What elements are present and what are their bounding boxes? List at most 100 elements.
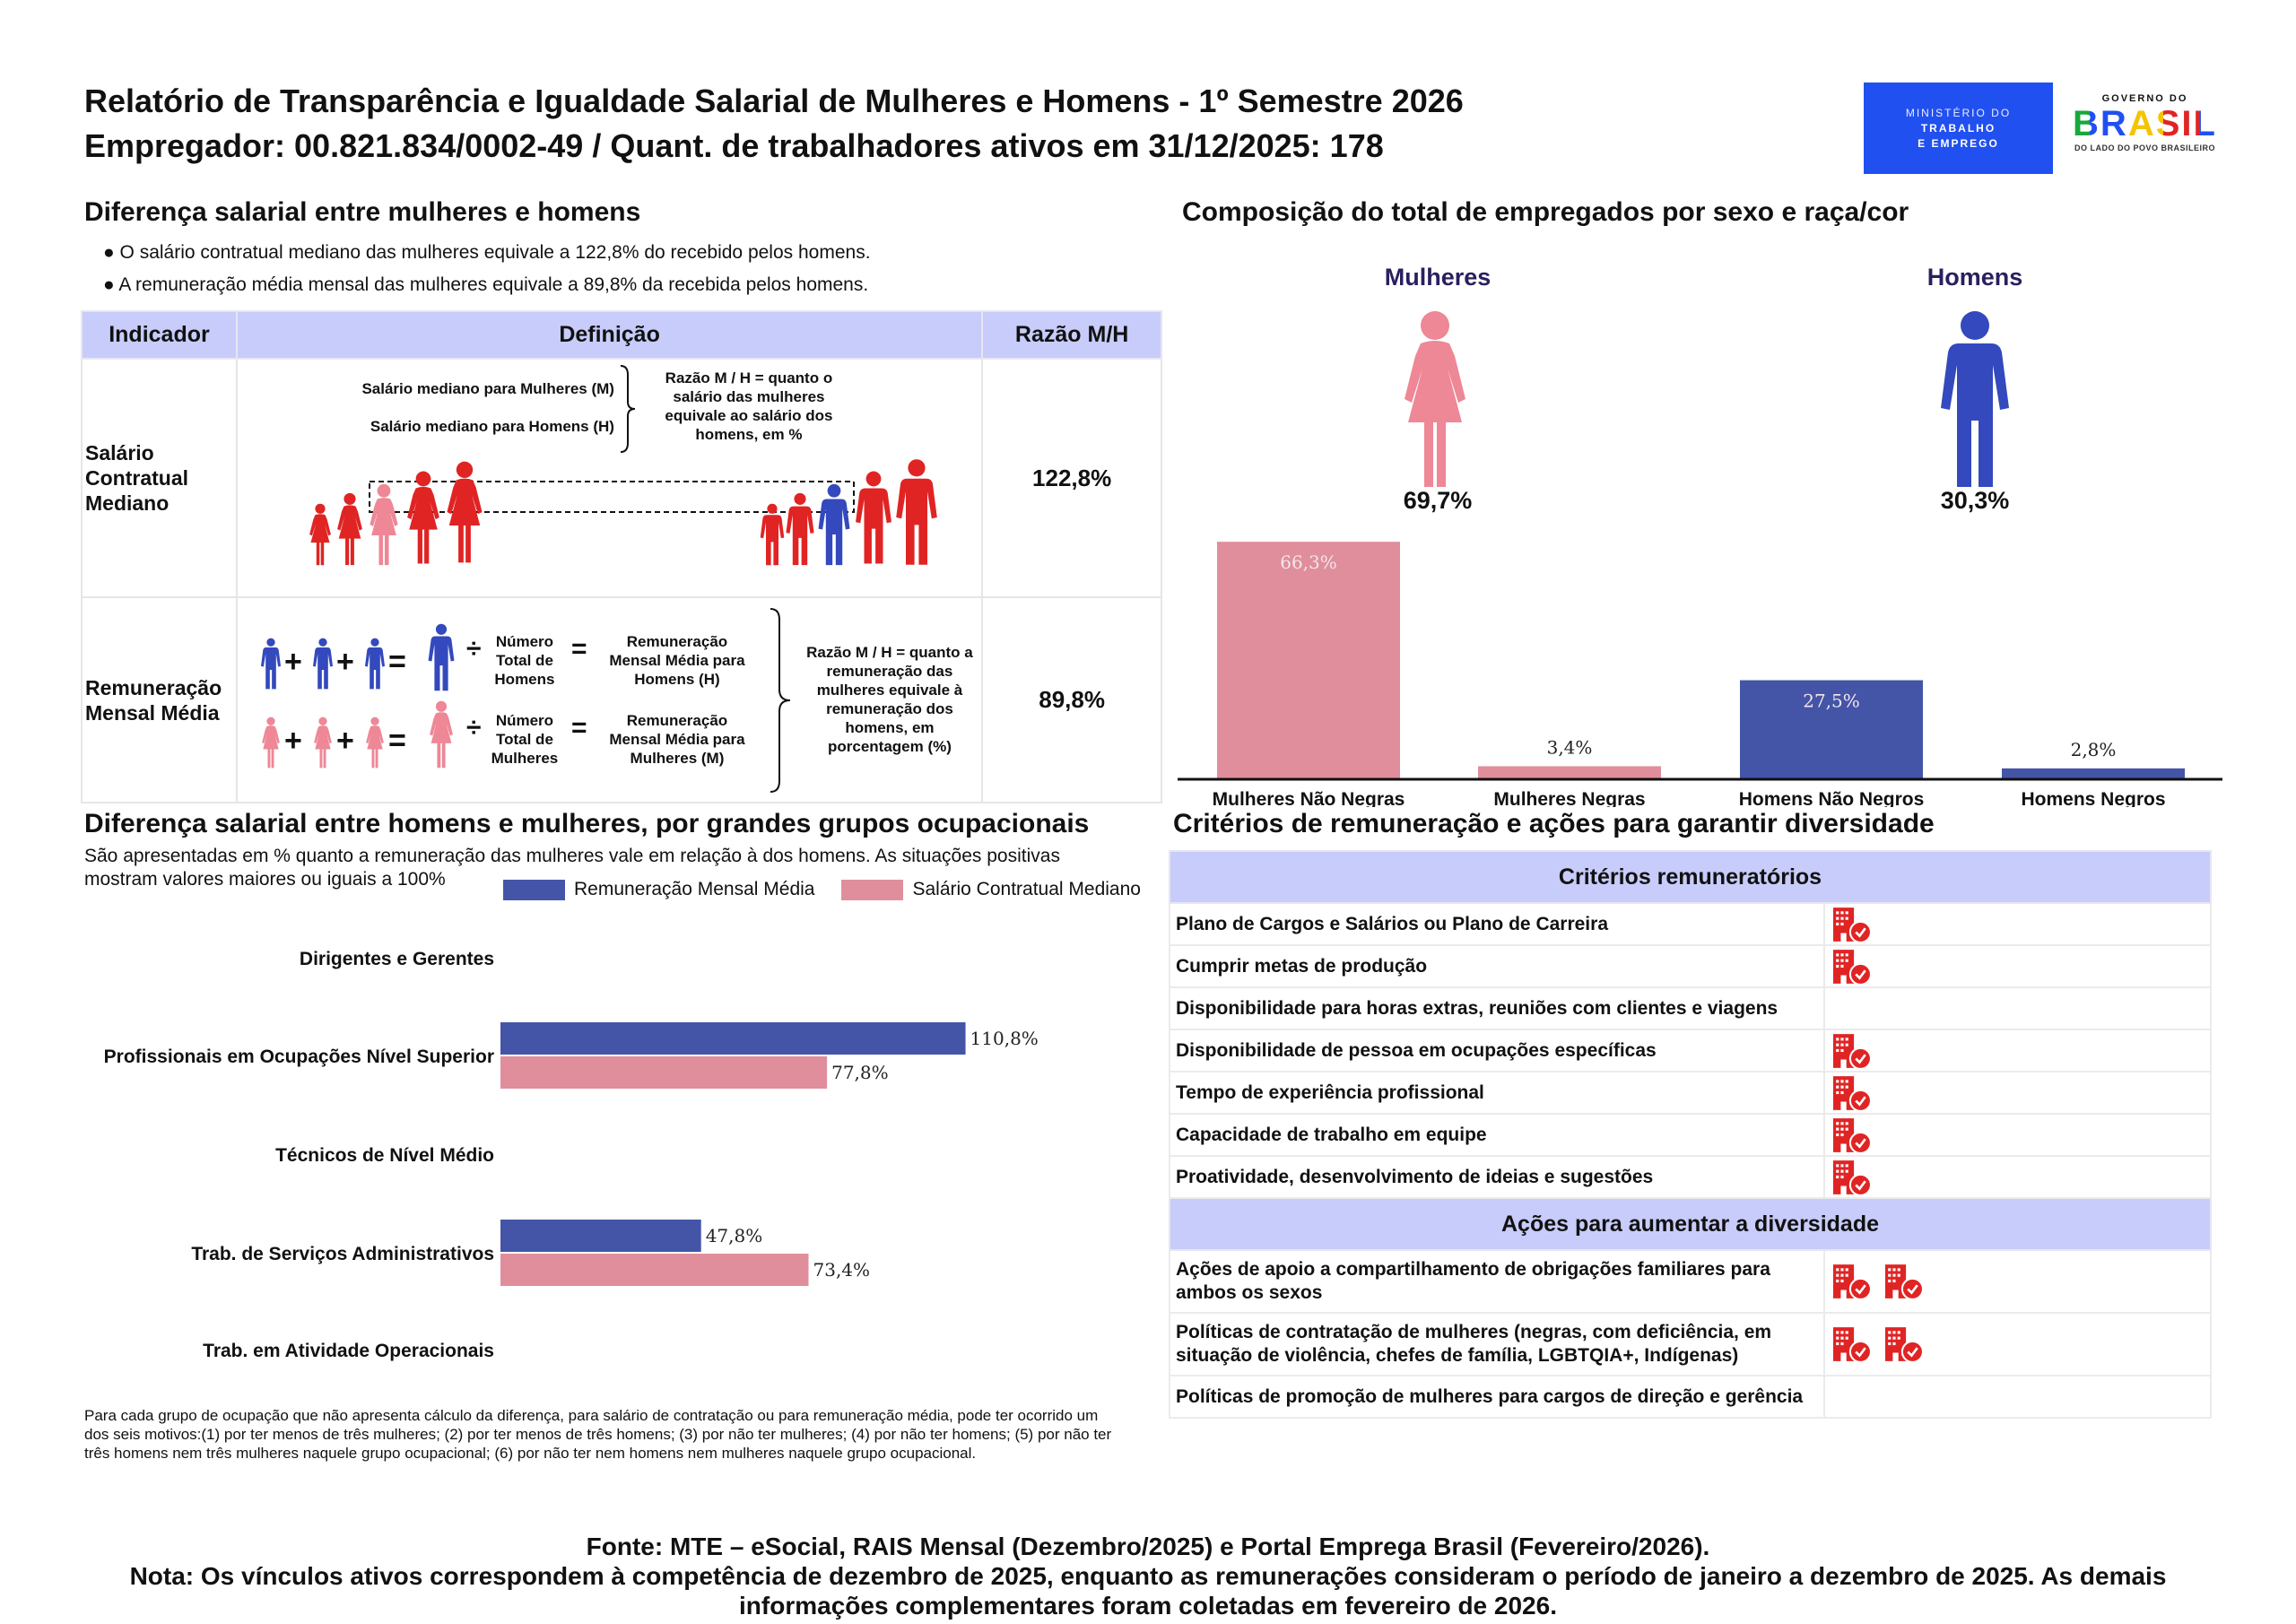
def-men: Salário mediano para Homens (H)	[370, 418, 614, 435]
building-check-icon	[1883, 1263, 1925, 1300]
criteria-row: Políticas de contratação de mulheres (ne…	[1169, 1312, 2212, 1376]
bar-3	[2002, 768, 2185, 778]
wage-gap-table: Indicador Definição Razão M/H Salário Co…	[81, 310, 1162, 803]
bar-value-label: 66,3%	[1280, 551, 1337, 573]
result-men: Remuneração Mensal Média para Homens (H)	[609, 633, 745, 688]
footer-source: Fonte: MTE – eSocial, RAIS Mensal (Dezem…	[586, 1533, 1710, 1560]
svg-text:+: +	[284, 645, 302, 679]
bar-0	[1217, 542, 1400, 778]
logo-bottom: DO LADO DO POVO BRASILEIRO	[2074, 143, 2215, 152]
bullet-mean: ● A remuneração média mensal das mulhere…	[103, 274, 869, 295]
divide-icon: ÷	[465, 634, 482, 664]
criteria-icons	[1823, 1071, 2212, 1115]
bar-remuneracao	[500, 1220, 701, 1252]
building-check-icon	[1831, 1325, 1873, 1363]
wage-gap-title: Diferença salarial entre mulheres e home…	[84, 197, 641, 227]
category-label: Mulheres Negras	[1493, 789, 1645, 807]
count-men: Número Total de Homens	[494, 633, 555, 688]
bar-value-label: 27,5%	[1803, 690, 1860, 712]
bar-value-label: 77,8%	[831, 1062, 889, 1083]
col-definicao: Definição	[235, 310, 984, 360]
occupational-title: Diferença salarial entre homens e mulher…	[84, 809, 1090, 838]
col-razao: Razão M/H	[981, 310, 1162, 360]
definition-cell: + + = + + = ÷ Número Total de Homens = Remun…	[235, 596, 984, 803]
logo-line: MINISTÉRIO DO	[1905, 106, 2012, 119]
bar-value-label: 2,8%	[2071, 739, 2117, 760]
logo-top: GOVERNO DO	[2101, 93, 2188, 104]
category-label: Trab. de Serviços Administrativos	[191, 1244, 494, 1264]
svg-text:+: +	[336, 645, 354, 679]
criteria-title: Critérios de remuneração e ações para ga…	[1173, 809, 1935, 838]
composition-title: Composição do total de empregados por se…	[1182, 197, 1909, 227]
criteria-icons	[1823, 1312, 2212, 1376]
table-row: Remuneração Mensal Média + + = + + =	[81, 596, 1162, 803]
building-check-icon	[1831, 1032, 1873, 1070]
legend: Remuneração Mensal Média Salário Contrat…	[503, 879, 1141, 900]
occupational-note: Para cada grupo de ocupação que não apre…	[84, 1407, 1112, 1462]
criteria-label: Políticas de contratação de mulheres (ne…	[1169, 1312, 1825, 1376]
men-label: Homens	[1926, 264, 2023, 291]
bar-1	[1478, 766, 1661, 778]
definition-cell: Salário mediano para Mulheres (M) Salári…	[235, 358, 984, 598]
criteria-icons	[1823, 1155, 2212, 1199]
indicator-label: Remuneração Mensal Média	[81, 596, 238, 803]
count-women: Número Total de Mulheres	[491, 712, 559, 767]
criteria-icons	[1823, 944, 2212, 988]
women-label: Mulheres	[1384, 264, 1492, 291]
composition-bar-chart: 66,3% Mulheres Não Negras 3,4% Mulheres Neg…	[1178, 542, 2222, 807]
criteria-label: Tempo de experiência profissional	[1169, 1071, 1825, 1115]
table-row: Salário Contratual Mediano Salário media…	[81, 358, 1162, 598]
logo-main: BRASIL	[2053, 104, 2237, 143]
bar-value-label: 110,8%	[970, 1028, 1039, 1049]
criteria-row: Ações de apoio a compartilhamento de obr…	[1169, 1249, 2212, 1314]
bar-value-label: 73,4%	[813, 1259, 871, 1281]
mean-illustration: + + = + + =	[260, 623, 455, 769]
criteria-label: Proatividade, desenvolvimento de ideias …	[1169, 1155, 1825, 1199]
bar-2	[1740, 680, 1923, 778]
indicator-label: Salário Contratual Mediano	[81, 358, 238, 598]
criteria-icons	[1823, 1113, 2212, 1157]
equals-icon: =	[570, 634, 587, 664]
criteria-label: Ações de apoio a compartilhamento de obr…	[1169, 1249, 1825, 1314]
bar-value-label: 47,8%	[706, 1225, 763, 1246]
category-label: Técnicos de Nível Médio	[275, 1145, 494, 1166]
criteria-row: Plano de Cargos e Salários ou Plano de C…	[1169, 902, 2212, 946]
occupational-bar-chart: Dirigentes e Gerentes Profissionais em Oc…	[104, 949, 1039, 1361]
category-label: Profissionais em Ocupações Nível Superio…	[104, 1046, 494, 1067]
criteria-label: Cumprir metas de produção	[1169, 944, 1825, 988]
bar-salario	[500, 1056, 828, 1089]
category-label: Homens Não Negros	[1739, 789, 1925, 807]
divide-icon: ÷	[465, 713, 482, 743]
ratio-value: 89,8%	[981, 596, 1162, 803]
criteria-icons	[1823, 1249, 2212, 1314]
criteria-row: Disponibilidade de pessoa em ocupações e…	[1169, 1029, 2212, 1073]
ministry-logo: MINISTÉRIO DO TRABALHO E EMPREGO	[1864, 83, 2053, 174]
category-label: Trab. em Atividade Operacionais	[203, 1341, 494, 1361]
criteria-label: Políticas de promoção de mulheres para c…	[1169, 1375, 1825, 1419]
result-women: Remuneração Mensal Média para Mulheres (…	[609, 712, 745, 767]
women-percent: 69,7%	[1403, 487, 1473, 514]
woman-icon	[1405, 311, 1465, 487]
occupational-subtitle: São apresentadas em % quanto a remuneraç…	[84, 846, 1060, 890]
building-check-icon	[1831, 1074, 1873, 1112]
diversity-header: Ações para aumentar a diversidade	[1169, 1197, 2212, 1251]
ratio-explanation: Razão M / H = quanto o salário das mulhe…	[665, 369, 833, 443]
legend-label: Salário Contratual Mediano	[912, 879, 1141, 899]
building-check-icon	[1831, 906, 1873, 943]
footer-note: Nota: Os vínculos ativos correspondem à …	[129, 1562, 2167, 1620]
building-check-icon	[1883, 1325, 1925, 1363]
men-percent: 30,3%	[1940, 487, 2010, 514]
criteria-icons	[1823, 1375, 2212, 1419]
criteria-label: Plano de Cargos e Salários ou Plano de C…	[1169, 902, 1825, 946]
logo-line: TRABALHO	[1920, 121, 1996, 135]
brace-icon	[620, 365, 636, 453]
legend-swatch-remuneracao	[503, 879, 565, 900]
col-indicador: Indicador	[81, 310, 238, 360]
brace-icon	[770, 608, 790, 793]
criteria-icons	[1823, 1029, 2212, 1073]
category-label: Mulheres Não Negras	[1213, 789, 1405, 807]
remuneration-header: Critérios remuneratórios	[1169, 850, 2212, 904]
criteria-icons	[1823, 986, 2212, 1030]
def-women: Salário mediano para Mulheres (M)	[361, 380, 614, 397]
criteria-row: Cumprir metas de produção	[1169, 944, 2212, 988]
